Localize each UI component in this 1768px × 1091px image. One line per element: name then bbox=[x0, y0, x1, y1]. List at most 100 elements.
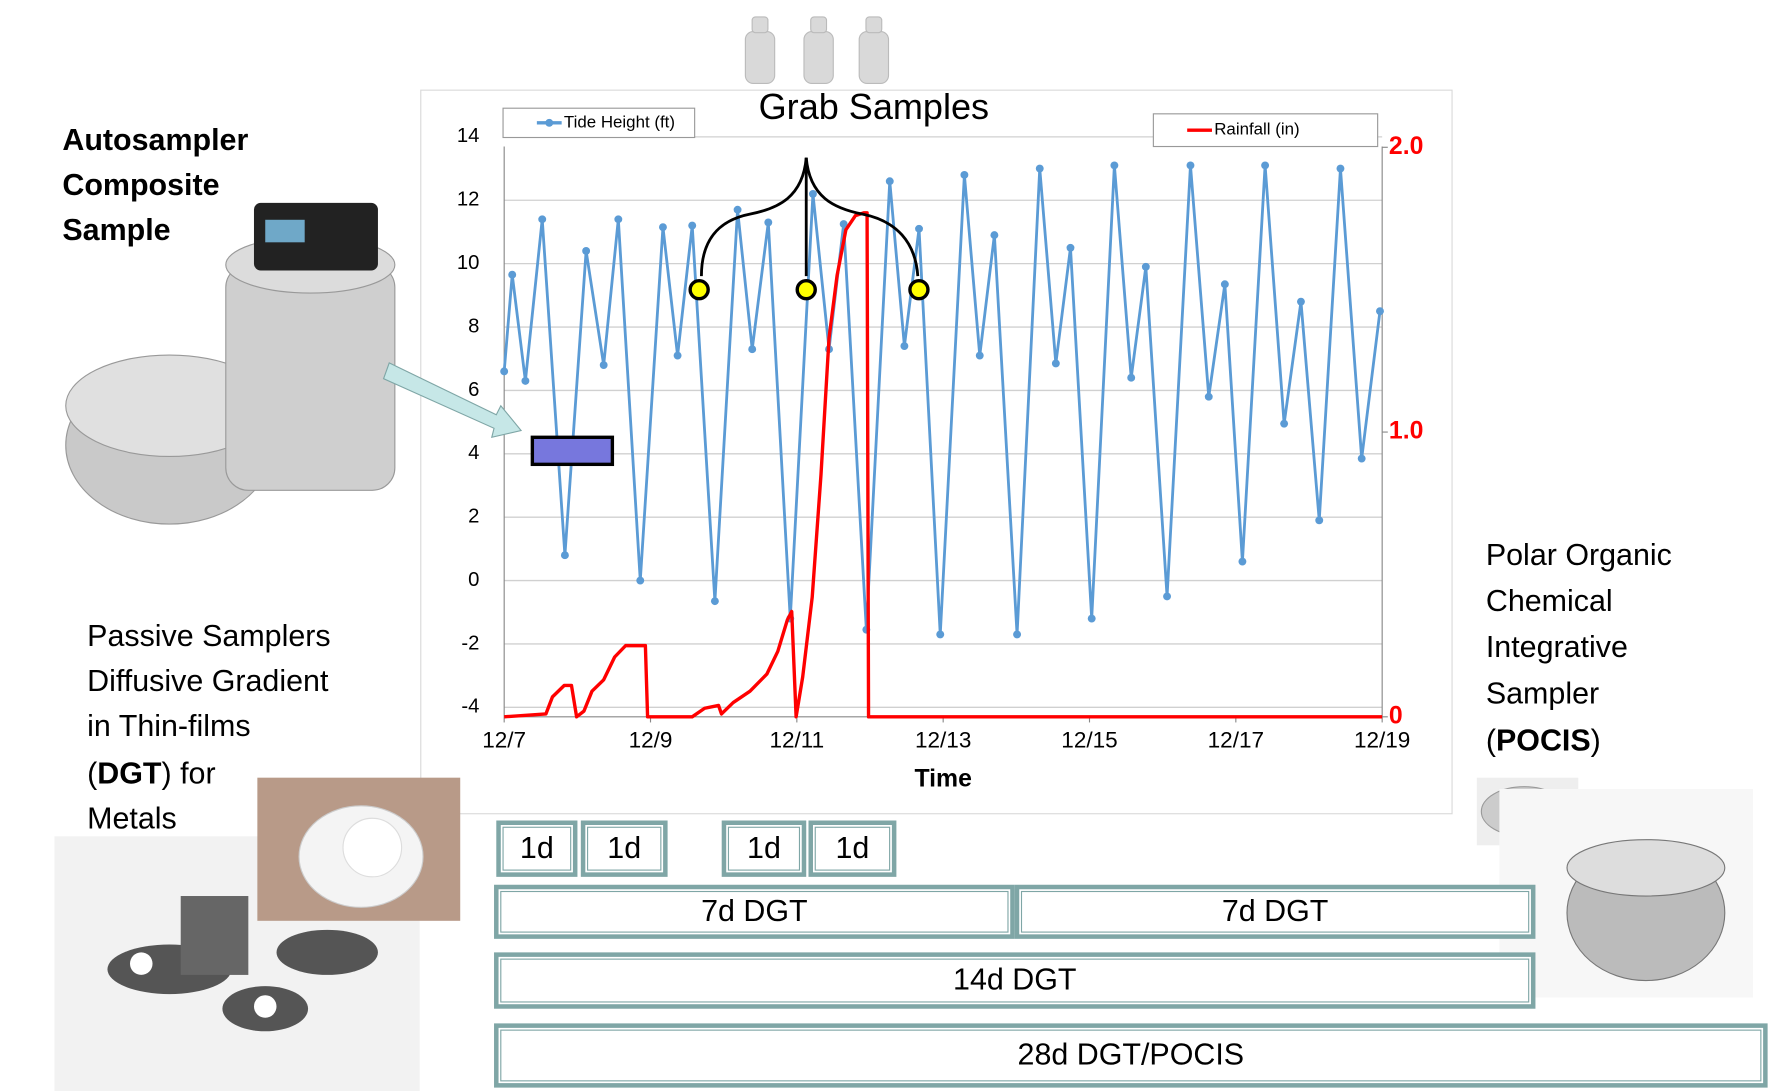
pocis-label: Polar Organic bbox=[1486, 538, 1672, 572]
timeline-label: 1d bbox=[607, 831, 641, 865]
legend-box bbox=[502, 107, 696, 139]
data-point bbox=[1127, 373, 1136, 382]
composite-marker bbox=[530, 435, 615, 467]
data-point bbox=[1051, 359, 1060, 368]
timeline-box bbox=[808, 820, 897, 877]
timeline-box bbox=[580, 820, 668, 877]
data-point bbox=[1297, 297, 1305, 306]
timeline-box-inner bbox=[502, 826, 572, 871]
data-point bbox=[710, 597, 719, 606]
grab-label: Grab Samples bbox=[759, 86, 989, 127]
timeline-box bbox=[721, 820, 807, 877]
y-tick-label: 2 bbox=[468, 506, 479, 528]
data-point bbox=[659, 223, 667, 232]
timeline-label: 28d DGT/POCIS bbox=[1018, 1038, 1245, 1072]
text-part: ) for bbox=[162, 756, 216, 790]
data-point bbox=[560, 551, 569, 560]
autosampler-photo bbox=[65, 202, 396, 525]
data-point bbox=[1261, 161, 1270, 170]
text-part: POCIS bbox=[1496, 724, 1591, 758]
data-point bbox=[1220, 280, 1229, 289]
data-point bbox=[521, 376, 530, 385]
timeline-label: 1d bbox=[836, 831, 870, 865]
y-tick-label: 8 bbox=[468, 315, 479, 337]
data-point bbox=[1336, 164, 1345, 173]
legend-swatch bbox=[545, 118, 554, 127]
data-point bbox=[688, 221, 697, 230]
y-tick-label: -4 bbox=[461, 696, 479, 718]
legend-label: Tide Height (ft) bbox=[564, 112, 675, 131]
x-tick-label: 12/9 bbox=[629, 728, 673, 753]
x-tick-label: 12/7 bbox=[482, 728, 526, 753]
x-axis-title: Time bbox=[914, 765, 971, 792]
pocis-label: Sampler bbox=[1486, 676, 1599, 710]
data-point bbox=[900, 342, 909, 350]
arrow bbox=[382, 362, 523, 439]
data-point bbox=[839, 220, 848, 228]
timeline-box bbox=[1014, 884, 1536, 939]
data-point bbox=[975, 351, 984, 360]
y-tick-label: 14 bbox=[457, 125, 480, 147]
timeline-box bbox=[494, 884, 1015, 939]
data-point bbox=[1357, 454, 1366, 463]
series-line bbox=[502, 163, 1382, 636]
dgt-hand-photo bbox=[257, 777, 461, 921]
y-tick-label: 0 bbox=[468, 569, 479, 591]
data-point bbox=[733, 205, 742, 214]
data-point bbox=[936, 630, 945, 639]
passive-label: Passive Samplers bbox=[87, 619, 330, 653]
timeline-box-inner bbox=[814, 826, 891, 871]
data-point bbox=[636, 576, 645, 585]
x-tick-label: 12/15 bbox=[1061, 728, 1117, 753]
timeline-label: 14d DGT bbox=[953, 963, 1076, 997]
grab-arrows bbox=[700, 157, 920, 277]
passive-label: Diffusive Gradient bbox=[87, 664, 329, 698]
data-point bbox=[1376, 307, 1384, 316]
text-part: ( bbox=[1486, 724, 1496, 758]
data-point bbox=[582, 247, 591, 255]
text-part: ( bbox=[87, 756, 97, 790]
grab-dots bbox=[688, 278, 930, 301]
timeline-box bbox=[496, 820, 578, 877]
x-tick-label: 12/11 bbox=[769, 728, 824, 753]
data-point bbox=[1315, 516, 1324, 525]
pocis-label: Chemical bbox=[1486, 584, 1613, 618]
timeline-label: 1d bbox=[520, 831, 554, 865]
text-part: DGT bbox=[97, 756, 162, 790]
data-point bbox=[808, 189, 817, 198]
y2-tick-label: 2.0 bbox=[1389, 133, 1423, 160]
timeline-box-inner bbox=[587, 826, 662, 871]
data-point bbox=[500, 367, 509, 376]
y-tick-label: 12 bbox=[457, 189, 480, 211]
x-tick-label: 12/19 bbox=[1354, 728, 1410, 753]
data-point bbox=[1163, 592, 1172, 601]
autosampler-label: Sample bbox=[62, 213, 170, 247]
data-point bbox=[885, 177, 894, 186]
passive-label: (DGT) for bbox=[87, 756, 215, 790]
data-point bbox=[1280, 419, 1289, 428]
timeline-box bbox=[494, 952, 1536, 1009]
timeline-label: 1d bbox=[747, 831, 781, 865]
timeline-box bbox=[494, 1023, 1768, 1088]
data-point bbox=[960, 170, 969, 179]
pocis-photo bbox=[1476, 777, 1753, 998]
data-point bbox=[1087, 614, 1096, 623]
data-point bbox=[614, 215, 623, 224]
legend-label: Rainfall (in) bbox=[1214, 120, 1299, 139]
data-point bbox=[748, 345, 757, 354]
data-point bbox=[508, 270, 517, 279]
y2-tick-label: 0 bbox=[1389, 702, 1403, 729]
data-point bbox=[1066, 243, 1075, 252]
passive-label: Metals bbox=[87, 802, 177, 836]
autosampler-label: Autosampler bbox=[62, 123, 248, 157]
series-line bbox=[504, 211, 1383, 719]
passive-label: in Thin-films bbox=[87, 709, 250, 743]
data-point bbox=[1186, 161, 1195, 170]
data-point bbox=[1204, 392, 1213, 401]
data-point bbox=[538, 215, 547, 224]
data-point bbox=[1110, 161, 1119, 170]
pocis-label: Integrative bbox=[1486, 630, 1628, 664]
data-point bbox=[1141, 262, 1150, 271]
timeline: 1d 1d 1d 1d 7d DGT 7d DGT 14d DGT 28d DGT/POCIS bbox=[494, 820, 1768, 1088]
